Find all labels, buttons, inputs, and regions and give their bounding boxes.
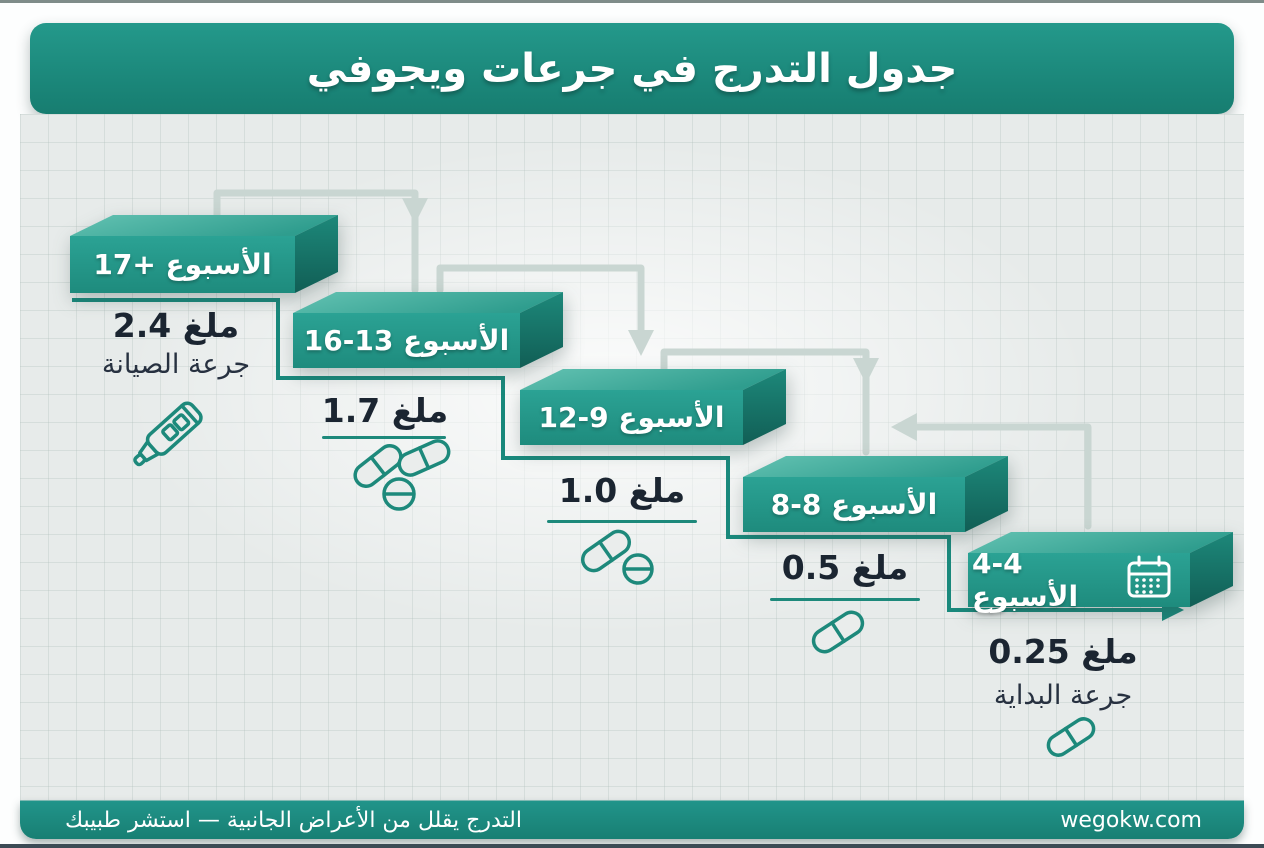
connector-week9-to-week5 [660, 348, 870, 456]
dose-value-1-0mg: ملغ 1.0 [558, 470, 686, 510]
capsule-icon [811, 610, 865, 654]
staircase-graphic [70, 189, 1233, 757]
top-edge-strip [0, 0, 1264, 3]
step-block-week17 [70, 215, 338, 293]
arrow-down-icon [402, 198, 428, 224]
capsule-icon [1046, 717, 1096, 757]
dose-note-starting: جرعة البداية [993, 679, 1133, 711]
dose-value-0-5mg: ملغ 0.5 [781, 547, 909, 587]
flow-connectors [213, 189, 1092, 530]
dose-value-1-7mg: ملغ 1.7 [321, 390, 449, 430]
week-label-9-12: 12-9 الأسبوع [538, 401, 725, 434]
page-title: جدول التدرج في جرعات ويجوفي [306, 45, 958, 92]
week-label-5-8: 8-8 الأسبوع [770, 488, 938, 521]
calendar-icon [1127, 555, 1171, 598]
dose-value-0-25mg: ملغ 0.25 [988, 631, 1138, 671]
dose-note-maintenance: جرعة الصيانة [101, 348, 251, 380]
connector-arrowheads [402, 198, 917, 441]
tablet-icon [622, 553, 654, 585]
arrow-left-icon [891, 413, 917, 441]
week-label-17plus: 17+ الأسبوع [93, 248, 272, 281]
capsules-tablet-icon [353, 439, 451, 511]
tablet-icon [382, 477, 416, 511]
dose-underline [547, 520, 697, 523]
dose-underline [322, 436, 446, 439]
footer-website: wegokw.com [1060, 807, 1202, 833]
dose-underline [770, 598, 920, 601]
footer-bar: التدرج يقلل من الأعراض الجانبية — استشر … [20, 800, 1244, 839]
arrow-down-icon [853, 358, 879, 384]
title-banner: جدول التدرج في جرعات ويجوفي [30, 23, 1234, 114]
connector-week17-to-week13 [213, 189, 419, 294]
connector-week1-to-week5 [913, 423, 1092, 530]
injection-pen-icon [133, 401, 203, 467]
footer-disclaimer: التدرج يقلل من الأعراض الجانبية — استشر … [65, 807, 522, 833]
capsule-tablet-icon [580, 529, 654, 585]
arrow-down-icon [628, 330, 654, 356]
week-label-1-4: 4-4 الأسبوع [972, 547, 1079, 613]
bottom-edge-strip [0, 844, 1264, 848]
dose-value-2-4mg: ملغ 2.4 [112, 305, 240, 345]
week-label-13-16: 16-13 الأسبوع [303, 324, 510, 357]
connector-week13-to-week9 [436, 264, 645, 334]
diagram-canvas [20, 114, 1244, 800]
step-block-week9 [520, 369, 786, 445]
step-block-week13 [293, 292, 563, 368]
step-block-week5 [743, 456, 1008, 532]
